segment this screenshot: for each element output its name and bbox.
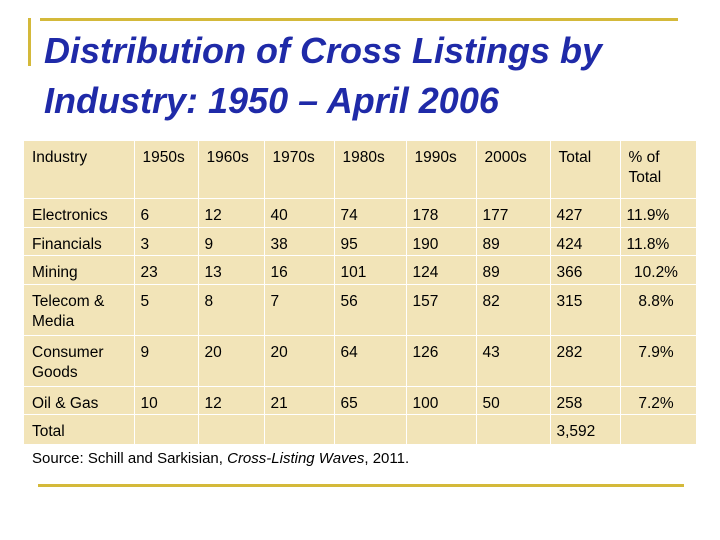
empty-cell [198,414,265,445]
value-cell: 3 [134,227,199,256]
header-percent-total: % of Total [620,141,697,199]
industry-cell: Oil & Gas [24,386,135,415]
header-1970s: 1970s [264,141,335,199]
percent-cell: 11.9% [620,198,697,228]
value-cell: 177 [476,198,551,228]
value-cell: 126 [406,335,477,387]
table-header-row: Industry 1950s 1960s 1970s 1980s 1990s 2… [24,141,697,199]
empty-cell [134,414,199,445]
value-cell: 9 [134,335,199,387]
percent-cell: 11.8% [620,227,697,256]
value-cell: 65 [334,386,407,415]
industry-cell: Electronics [24,198,135,228]
empty-cell [264,414,335,445]
header-industry: Industry [24,141,135,199]
percent-cell: 8.8% [620,284,697,336]
table-row: Telecom & Media 5 8 7 56 157 82 315 8.8% [24,284,697,336]
bottom-accent-rule [38,484,684,487]
value-cell: 9 [198,227,265,256]
source-prefix: Source: Schill and Sarkisian, [32,450,228,467]
value-cell: 12 [198,198,265,228]
table-row: Oil & Gas 10 12 21 65 100 50 258 7.2% [24,386,697,415]
value-cell: 7 [264,284,335,336]
table-total-row: Total 3,592 [24,414,697,445]
value-cell: 10 [134,386,199,415]
value-cell: 190 [406,227,477,256]
slide-title: Distribution of Cross Listings by Indust… [44,30,603,121]
value-cell: 157 [406,284,477,336]
header-1960s: 1960s [198,141,265,199]
total-cell: 282 [550,335,621,387]
left-accent-rule [28,18,31,66]
source-work-title: Cross-Listing Waves [227,450,365,467]
header-1950s: 1950s [134,141,199,199]
table-row: Mining 23 13 16 101 124 89 366 10.2% [24,255,697,285]
total-cell: 258 [550,386,621,415]
total-label-cell: Total [24,414,135,445]
value-cell: 21 [264,386,335,415]
top-accent-rule [40,18,678,21]
cross-listings-table: Industry 1950s 1960s 1970s 1980s 1990s 2… [24,141,697,445]
value-cell: 13 [198,255,265,285]
value-cell: 64 [334,335,407,387]
value-cell: 20 [264,335,335,387]
value-cell: 178 [406,198,477,228]
industry-cell: Mining [24,255,135,285]
value-cell: 124 [406,255,477,285]
percent-cell: 10.2% [620,255,697,285]
total-cell: 427 [550,198,621,228]
header-total: Total [550,141,621,199]
value-cell: 74 [334,198,407,228]
value-cell: 5 [134,284,199,336]
percent-cell: 7.9% [620,335,697,387]
value-cell: 40 [264,198,335,228]
total-cell: 315 [550,284,621,336]
value-cell: 89 [476,227,551,256]
value-cell: 16 [264,255,335,285]
value-cell: 56 [334,284,407,336]
value-cell: 23 [134,255,199,285]
value-cell: 8 [198,284,265,336]
percent-cell: 7.2% [620,386,697,415]
industry-cell: Consumer Goods [24,335,135,387]
total-cell: 366 [550,255,621,285]
empty-cell [476,414,551,445]
value-cell: 6 [134,198,199,228]
value-cell: 12 [198,386,265,415]
table-row: Consumer Goods 9 20 20 64 126 43 282 7.9… [24,335,697,387]
source-suffix: , 2011. [364,450,410,467]
value-cell: 20 [198,335,265,387]
empty-cell [406,414,477,445]
empty-cell [620,414,697,445]
value-cell: 89 [476,255,551,285]
header-1990s: 1990s [406,141,477,199]
industry-cell: Telecom & Media [24,284,135,336]
total-cell: 424 [550,227,621,256]
header-1980s: 1980s [334,141,407,199]
value-cell: 38 [264,227,335,256]
industry-cell: Financials [24,227,135,256]
value-cell: 50 [476,386,551,415]
empty-cell [334,414,407,445]
value-cell: 43 [476,335,551,387]
table-row: Financials 3 9 38 95 190 89 424 11.8% [24,227,697,256]
value-cell: 100 [406,386,477,415]
table-row: Electronics 6 12 40 74 178 177 427 11.9% [24,198,697,228]
value-cell: 82 [476,284,551,336]
value-cell: 101 [334,255,407,285]
header-2000s: 2000s [476,141,551,199]
grand-total-cell: 3,592 [550,414,621,445]
value-cell: 95 [334,227,407,256]
source-citation: Source: Schill and Sarkisian, Cross-List… [32,450,409,467]
